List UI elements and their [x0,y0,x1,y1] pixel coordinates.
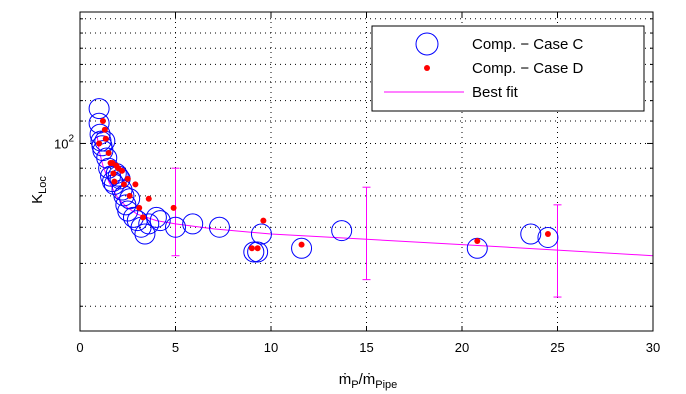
case-d-point [544,231,551,238]
case-d-point [140,214,147,221]
case-c-point [247,241,269,263]
legend-label-best-fit: Best fit [472,84,519,101]
case-d-point [105,150,112,157]
legend-label-case-c: Comp. − Case C [472,36,583,53]
case-c-point [96,147,118,169]
case-c-point [134,223,156,245]
case-d-point [111,178,118,185]
case-d-point [101,126,108,133]
y-axis-ticks [80,18,653,307]
legend-label-case-d: Comp. − Case D [472,60,583,77]
case-d-series [96,118,551,252]
case-d-point [260,217,267,224]
x-axis-label-slash: /ṁ [359,371,376,388]
case-c-series [88,98,559,263]
case-d-point [136,204,143,211]
case-c-point [520,223,542,245]
error-bars [171,167,562,298]
case-d-point [254,245,261,252]
case-d-point [474,238,481,245]
best-fit-series [96,136,654,257]
x-axis-label: ṁP/ṁPipe [339,371,398,391]
legend-box [371,25,645,112]
case-c-point [182,213,204,235]
x-tick-label: 0 [76,340,83,355]
case-d-point [124,175,131,182]
case-d-point [110,170,117,177]
x-axis-ticks: 0 5 10 15 20 25 30 [76,12,660,355]
case-d-point [126,192,133,199]
case-c-point [149,210,171,232]
x-axis-label-sub2: Pipe [375,379,397,391]
legend-marker-case-d [424,65,430,71]
x-tick-label: 30 [646,340,660,355]
case-c-point [243,241,265,263]
x-tick-label: 20 [455,340,469,355]
case-c-point [145,206,167,228]
x-tick-label: 15 [359,340,373,355]
y-tick-exponent: 2 [68,133,74,144]
y-tick-base: 10 [54,136,68,151]
case-d-point [99,118,106,125]
case-c-point [88,98,110,120]
x-tick-label: 10 [264,340,278,355]
x-axis-label-main: ṁ [339,371,352,388]
case-c-point [165,216,186,238]
case-c-point [119,188,141,210]
case-d-point [120,181,127,188]
case-c-point [208,216,230,238]
x-axis-label-sub1: P [351,379,358,391]
case-d-point [145,195,152,202]
y-tick-label: 102 [54,133,74,151]
case-d-point [170,204,177,211]
case-d-point [132,181,139,188]
case-d-point [102,135,109,142]
case-c-point [291,237,313,259]
case-d-point [298,241,305,248]
y-axis-label-main: K [29,194,46,204]
case-c-point [331,220,353,242]
case-c-point [138,213,160,235]
case-c-point [250,223,272,245]
y-axis-label-sub: Loc [37,176,49,194]
case-d-point [96,140,103,147]
best-fit-line [96,136,654,257]
legend: Comp. − Case C Comp. − Case D Best fit [371,25,645,112]
case-d-point [119,167,126,174]
case-c-point [537,227,559,249]
x-tick-label: 25 [550,340,564,355]
x-tick-label: 5 [172,340,179,355]
y-axis-label: KLoc [29,176,49,204]
legend-marker-case-c [415,32,439,56]
case-d-point [248,245,255,252]
